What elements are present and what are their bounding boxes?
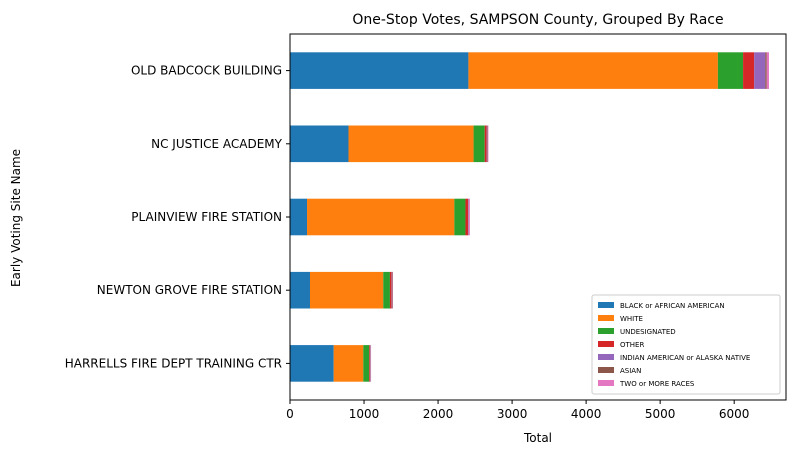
bar-newton-grove-fire-station-undesignated — [383, 271, 390, 309]
legend-swatch-asian — [598, 367, 614, 373]
x-tick-label: 1000 — [349, 407, 380, 421]
bars-group — [290, 52, 769, 382]
bar-old-badcock-building-black-or-african-american — [290, 52, 469, 89]
y-tick-label: NEWTON GROVE FIRE STATION — [97, 283, 282, 297]
x-tick-label: 0 — [286, 407, 294, 421]
y-tick-label: OLD BADCOCK BUILDING — [131, 64, 282, 78]
bar-newton-grove-fire-station-other — [389, 271, 392, 309]
legend-swatch-black-or-african-american — [598, 302, 614, 308]
bar-harrells-fire-dept-training-ctr-other — [369, 345, 370, 382]
x-tick-label: 5000 — [645, 407, 676, 421]
bar-newton-grove-fire-station-asian — [391, 271, 393, 309]
x-tick-label: 6000 — [719, 407, 750, 421]
chart-title: One-Stop Votes, SAMPSON County, Grouped … — [352, 12, 723, 28]
bar-nc-justice-academy-other — [484, 125, 487, 163]
bar-old-badcock-building-indian-american-or-alaska-native — [754, 52, 766, 89]
bar-plainview-fire-station-white — [307, 198, 455, 236]
bar-old-badcock-building-asian — [765, 52, 767, 89]
y-tick-label: PLAINVIEW FIRE STATION — [131, 210, 282, 224]
legend-label: OTHER — [620, 341, 644, 349]
bar-old-badcock-building-other — [743, 52, 755, 89]
bar-harrells-fire-dept-training-ctr-black-or-african-american — [290, 345, 334, 382]
x-tick-label: 4000 — [571, 407, 602, 421]
bar-old-badcock-building-white — [468, 52, 718, 89]
legend-box — [591, 294, 781, 395]
legend-label: INDIAN AMERICAN or ALASKA NATIVE — [620, 354, 750, 362]
y-tick-label: HARRELLS FIRE DEPT TRAINING CTR — [65, 356, 282, 370]
legend-label: TWO or MORE RACES — [619, 380, 695, 388]
bar-harrells-fire-dept-training-ctr-white — [333, 345, 364, 382]
bar-plainview-fire-station-other — [465, 198, 469, 236]
x-axis-title: Total — [523, 431, 552, 445]
x-axis-ticks: 0 1000 2000 3000 4000 5000 6000 — [286, 400, 749, 421]
legend-swatch-indian-american-or-alaska-native — [598, 354, 614, 360]
bar-nc-justice-academy-undesignated — [473, 125, 485, 163]
bar-nc-justice-academy-asian — [486, 125, 488, 163]
bar-nc-justice-academy-white — [348, 125, 474, 163]
legend-label: UNDESIGNATED — [620, 328, 676, 336]
legend-label: BLACK or AFRICAN AMERICAN — [620, 302, 725, 310]
bar-harrells-fire-dept-training-ctr-undesignated — [363, 345, 370, 382]
legend: BLACK or AFRICAN AMERICAN WHITE UNDESIGNAT… — [591, 294, 781, 395]
legend-label: WHITE — [620, 315, 643, 323]
x-tick-label: 2000 — [423, 407, 454, 421]
legend-swatch-other — [598, 341, 614, 347]
legend-label: ASIAN — [620, 367, 641, 375]
bar-newton-grove-fire-station-white — [309, 271, 384, 309]
bar-plainview-fire-station-black-or-african-american — [290, 198, 308, 236]
legend-swatch-white — [598, 315, 614, 321]
legend-swatch-two-or-more-races — [598, 380, 614, 386]
y-tick-label: NC JUSTICE ACADEMY — [151, 137, 283, 151]
legend-swatch-undesignated — [598, 328, 614, 334]
bar-nc-justice-academy-black-or-african-american — [290, 125, 349, 163]
bar-old-badcock-building-two-or-more-races — [766, 52, 769, 89]
bar-plainview-fire-station-two-or-more-races — [468, 198, 470, 236]
bar-old-badcock-building-undesignated — [717, 52, 744, 89]
bar-nc-justice-academy-two-or-more-races — [487, 125, 489, 163]
bar-plainview-fire-station-undesignated — [454, 198, 466, 236]
y-axis-ticks: OLD BADCOCK BUILDING NC JUSTICE ACADEMY PL… — [65, 64, 290, 370]
plot-frame — [289, 33, 787, 401]
bar-newton-grove-fire-station-black-or-african-american — [290, 271, 310, 309]
y-axis-title: Early Voting Site Name — [9, 149, 23, 287]
x-tick-label: 3000 — [497, 407, 528, 421]
